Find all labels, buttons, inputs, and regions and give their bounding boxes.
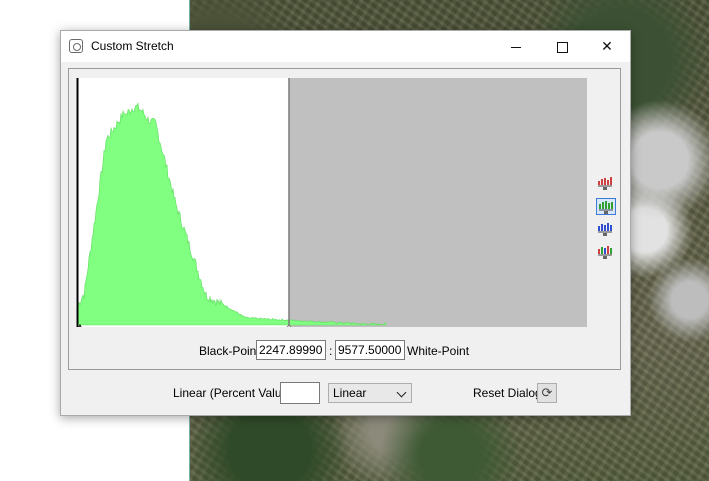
stretch-type-dropdown[interactable]: Linear	[328, 383, 412, 403]
green-band-button[interactable]	[596, 198, 616, 215]
window-title: Custom Stretch	[91, 39, 174, 53]
maximize-icon	[556, 41, 568, 53]
green-band-histogram	[77, 102, 387, 326]
rgb-band-histogram-icon	[598, 246, 612, 259]
title-bar[interactable]: Custom Stretch ✕	[61, 31, 630, 62]
blue-band-button[interactable]	[596, 221, 616, 238]
custom-stretch-dialog: Custom Stretch ✕	[60, 30, 631, 416]
maximize-button[interactable]	[539, 31, 585, 62]
histogram-svg	[76, 78, 587, 327]
black-point-handle[interactable]	[76, 323, 84, 327]
chevron-down-icon	[396, 387, 407, 398]
outside-region	[289, 78, 587, 327]
refresh-icon: ⟳	[541, 385, 553, 400]
rgb-band-button[interactable]	[596, 244, 616, 261]
white-point-handle[interactable]	[282, 324, 296, 327]
close-icon: ✕	[601, 38, 613, 54]
white-point-input[interactable]	[335, 340, 405, 360]
blue-band-histogram-icon	[598, 223, 612, 236]
histogram-plot[interactable]	[76, 78, 587, 327]
close-button[interactable]: ✕	[584, 31, 630, 62]
minimize-button[interactable]	[493, 31, 539, 62]
reset-dialog-button[interactable]: ⟳	[537, 383, 557, 403]
red-band-button[interactable]	[596, 175, 616, 192]
point-separator: :	[329, 344, 333, 358]
black-point-input[interactable]	[256, 340, 326, 360]
white-point-label: White-Point	[407, 344, 470, 358]
stretch-type-value: Linear	[333, 386, 367, 400]
app-icon	[69, 39, 83, 53]
minimize-icon	[511, 46, 521, 48]
reset-dialog-label: Reset Dialog	[473, 386, 542, 400]
black-point-label: Black-Point	[199, 344, 260, 358]
green-band-histogram-icon	[599, 201, 613, 214]
linear-percent-input[interactable]	[280, 382, 320, 404]
red-band-histogram-icon	[598, 177, 612, 190]
linear-percent-label: Linear (Percent Value)	[173, 386, 293, 400]
